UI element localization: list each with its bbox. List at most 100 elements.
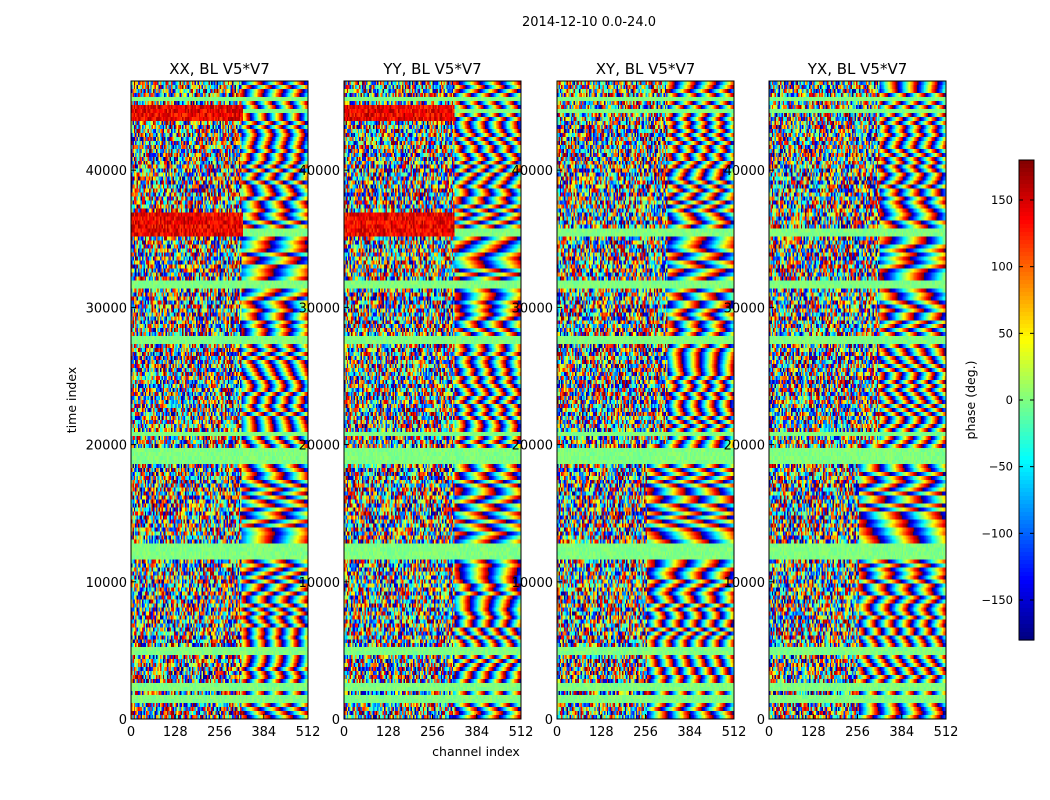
colorbar-segment [1019,272,1034,277]
colorbar-segment [1019,400,1034,405]
colorbar-segment [1019,492,1034,497]
colorbar-segment [1019,300,1034,305]
colorbar-segment [1019,200,1034,205]
colorbar-segment [1019,284,1034,289]
colorbar-segment [1019,304,1034,309]
colorbar-segment [1019,456,1034,461]
colorbar-segment [1019,504,1034,509]
colorbar-tick-label: 50 [998,326,1013,340]
colorbar-segment [1019,440,1034,445]
y-tick-label: 40000 [299,164,340,179]
x-tick-label: 0 [765,725,773,740]
heatmap-image [344,81,521,719]
colorbar-segment [1019,376,1034,381]
chart-title: 2014-12-10 0.0-24.0 [522,15,656,30]
colorbar-segment [1019,188,1034,193]
colorbar-segment [1019,336,1034,341]
colorbar-segment [1019,564,1034,569]
colorbar-segment [1019,348,1034,353]
colorbar-tick-label: 100 [991,260,1013,274]
colorbar-segment [1019,212,1034,217]
colorbar-segment [1019,572,1034,577]
panel-2: XY, BL V5*V7 0 128 256 384 512 0 10000 20000 3000… [512,60,747,740]
colorbar-segment [1019,180,1034,185]
colorbar-segment [1019,288,1034,293]
y-tick-label: 20000 [724,439,765,454]
colorbar-segment [1019,192,1034,197]
panel-title: XX, BL V5*V7 [169,60,270,78]
colorbar-segment [1019,372,1034,377]
colorbar-segment [1019,484,1034,489]
colorbar-segment [1019,164,1034,169]
y-tick-label: 30000 [512,301,553,316]
panel-title: XY, BL V5*V7 [596,60,696,78]
y-tick-label: 30000 [724,301,765,316]
y-tick-label: 10000 [724,576,765,591]
colorbar-tick-label: −50 [989,460,1013,474]
colorbar-segment [1019,392,1034,397]
colorbar-segment [1019,328,1034,333]
colorbar-tick-label: −150 [981,593,1013,607]
x-tick-label: 512 [934,725,959,740]
colorbar-segment [1019,220,1034,225]
colorbar-segment [1019,548,1034,553]
y-tick-label: 0 [119,713,127,728]
colorbar-segment [1019,612,1034,617]
colorbar-segment [1019,256,1034,261]
colorbar-segment [1019,408,1034,413]
colorbar-segment [1019,204,1034,209]
colorbar-segment [1019,436,1034,441]
colorbar-segment [1019,524,1034,529]
x-tick-label: 128 [163,725,188,740]
colorbar-segment [1019,432,1034,437]
colorbar-segment [1019,460,1034,465]
x-tick-label: 512 [509,725,534,740]
colorbar-segment [1019,528,1034,533]
colorbar-segment [1019,356,1034,361]
colorbar-segment [1019,620,1034,625]
colorbar-segment [1019,260,1034,265]
colorbar-segment [1019,632,1034,637]
panel-1: YY, BL V5*V7 0 128 256 384 512 0 10000 20000 3000… [299,60,534,740]
y-tick-label: 30000 [86,301,127,316]
colorbar-segment [1019,448,1034,453]
colorbar-segment [1019,248,1034,253]
colorbar-segment [1019,636,1034,641]
colorbar-segment [1019,596,1034,601]
colorbar-segment [1019,476,1034,481]
colorbar-segment [1019,184,1034,189]
colorbar-segment [1019,176,1034,181]
colorbar-segment [1019,444,1034,449]
x-tick-label: 384 [464,725,489,740]
colorbar-segment [1019,380,1034,385]
colorbar-segment [1019,332,1034,337]
x-tick-label: 128 [376,725,401,740]
colorbar-segment [1019,360,1034,365]
colorbar-tick-label: 0 [1006,393,1013,407]
x-tick-label: 384 [889,725,914,740]
colorbar-segment [1019,532,1034,537]
colorbar-segment [1019,296,1034,301]
colorbar-segment [1019,428,1034,433]
y-tick-label: 20000 [86,439,127,454]
colorbar-segment [1019,500,1034,505]
colorbar-segment [1019,544,1034,549]
y-tick-label: 0 [545,713,553,728]
colorbar-segment [1019,312,1034,317]
colorbar-segment [1019,488,1034,493]
colorbar-segment [1019,404,1034,409]
colorbar-tick-label: 150 [991,193,1013,207]
colorbar-segment [1019,608,1034,613]
colorbar-segment [1019,224,1034,229]
colorbar-segment [1019,628,1034,633]
x-tick-label: 512 [296,725,321,740]
colorbar-segment [1019,292,1034,297]
colorbar-segment [1019,468,1034,473]
heatmap-image [131,81,308,719]
colorbar-segment [1019,196,1034,201]
colorbar-tick-label: −100 [981,526,1013,540]
colorbar-segment [1019,600,1034,605]
y-tick-label: 40000 [512,164,553,179]
colorbar-segment [1019,320,1034,325]
